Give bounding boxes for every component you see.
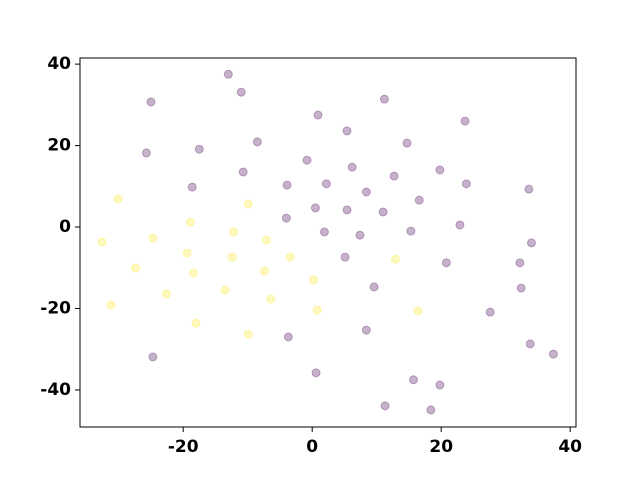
point bbox=[141, 148, 151, 158]
point bbox=[311, 368, 321, 378]
point bbox=[113, 194, 123, 204]
point bbox=[413, 306, 423, 316]
point bbox=[187, 182, 197, 192]
point bbox=[194, 144, 204, 154]
point bbox=[461, 179, 471, 189]
plot-frame bbox=[79, 57, 577, 428]
point bbox=[130, 263, 140, 273]
point bbox=[390, 254, 400, 264]
point bbox=[402, 138, 412, 148]
point bbox=[347, 162, 357, 172]
point bbox=[189, 268, 199, 278]
point bbox=[281, 213, 291, 223]
point bbox=[321, 179, 331, 189]
point bbox=[524, 184, 534, 194]
point bbox=[319, 227, 329, 237]
point bbox=[146, 97, 156, 107]
point bbox=[259, 266, 269, 276]
point bbox=[408, 375, 418, 385]
point bbox=[355, 230, 365, 240]
point bbox=[548, 349, 558, 359]
point bbox=[369, 282, 379, 292]
point bbox=[525, 339, 535, 349]
point bbox=[515, 258, 525, 268]
point bbox=[389, 171, 399, 181]
point bbox=[266, 294, 276, 304]
point bbox=[252, 137, 262, 147]
point bbox=[526, 238, 536, 248]
point bbox=[223, 69, 233, 79]
point bbox=[378, 207, 388, 217]
point bbox=[361, 325, 371, 335]
point bbox=[261, 235, 271, 245]
x-tick-label: 20 bbox=[429, 437, 453, 457]
y-tick-label: 0 bbox=[59, 217, 71, 237]
point bbox=[220, 285, 230, 295]
point bbox=[283, 332, 293, 342]
point bbox=[308, 275, 318, 285]
point bbox=[161, 289, 171, 299]
x-tick-label: 40 bbox=[558, 437, 582, 457]
point bbox=[238, 167, 248, 177]
point bbox=[310, 203, 320, 213]
point bbox=[460, 116, 470, 126]
point bbox=[227, 252, 237, 262]
point bbox=[106, 300, 116, 310]
point bbox=[361, 187, 371, 197]
y-tick-label: -40 bbox=[40, 380, 71, 400]
point bbox=[455, 220, 465, 230]
point bbox=[435, 165, 445, 175]
point bbox=[485, 307, 495, 317]
point bbox=[435, 380, 445, 390]
point bbox=[285, 252, 295, 262]
y-tick-label: -20 bbox=[40, 298, 71, 318]
x-tick-label: 0 bbox=[306, 437, 318, 457]
point bbox=[516, 283, 526, 293]
point bbox=[342, 205, 352, 215]
y-tick-label: 40 bbox=[47, 54, 71, 74]
point bbox=[148, 233, 158, 243]
x-tick-label: -20 bbox=[168, 437, 199, 457]
point bbox=[312, 305, 322, 315]
point bbox=[243, 199, 253, 209]
point bbox=[302, 155, 312, 165]
point bbox=[313, 110, 323, 120]
point bbox=[191, 318, 201, 328]
y-tick-label: 20 bbox=[47, 136, 71, 156]
point bbox=[406, 226, 416, 236]
point bbox=[379, 94, 389, 104]
point bbox=[229, 227, 239, 237]
point bbox=[441, 258, 451, 268]
point bbox=[148, 352, 158, 362]
point bbox=[414, 195, 424, 205]
point bbox=[182, 248, 192, 258]
point bbox=[243, 329, 253, 339]
point bbox=[342, 126, 352, 136]
point bbox=[236, 87, 246, 97]
point bbox=[426, 405, 436, 415]
point bbox=[185, 217, 195, 227]
point bbox=[340, 252, 350, 262]
point bbox=[97, 237, 107, 247]
point bbox=[282, 180, 292, 190]
point bbox=[380, 401, 390, 411]
